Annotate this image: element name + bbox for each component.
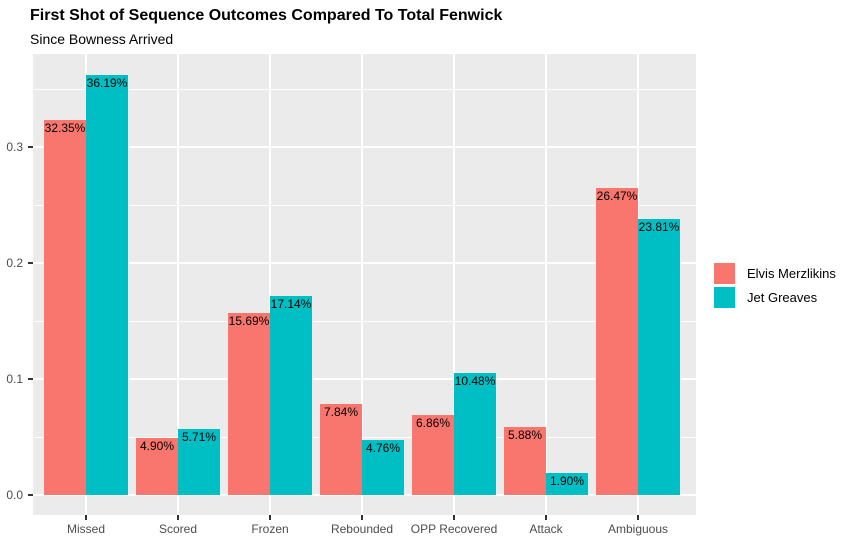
bar xyxy=(228,313,270,495)
y-axis-tick xyxy=(28,494,33,496)
bar xyxy=(504,427,546,495)
bar xyxy=(320,404,362,495)
x-axis-tick xyxy=(361,515,363,520)
bar-value-label: 6.86% xyxy=(415,416,451,430)
bar xyxy=(362,440,404,495)
x-axis-tick-label: Frozen xyxy=(251,522,289,536)
plot-panel: 32.35% 4.90% 15.69% 7.84% 6.86% 5.88% 26.47% 36… xyxy=(33,54,696,515)
legend-key-swatch xyxy=(714,287,735,308)
gridline-major-y xyxy=(33,494,696,496)
gridline-major-x xyxy=(545,54,547,515)
bar-value-label: 36.19% xyxy=(86,76,128,90)
y-axis-tick xyxy=(28,262,33,264)
bar xyxy=(596,188,638,495)
bar xyxy=(86,75,128,495)
gridline-major-y xyxy=(33,262,696,264)
x-axis-tick-label: Rebounded xyxy=(330,522,394,536)
gridline-major-x xyxy=(269,54,271,515)
bar xyxy=(44,120,86,495)
bar-value-label: 4.90% xyxy=(139,439,175,453)
x-axis-tick-label: Scored xyxy=(158,522,198,536)
legend: Elvis Merzlikins Jet Greaves xyxy=(714,263,836,311)
bar-value-label: 32.35% xyxy=(44,121,86,135)
x-axis-tick xyxy=(269,515,271,520)
gridline-minor-y xyxy=(33,205,696,206)
y-axis-tick-label: 0.1 xyxy=(6,372,23,386)
y-axis-tick-label: 0.2 xyxy=(6,256,23,270)
x-axis-tick xyxy=(177,515,179,520)
bar-value-label: 15.69% xyxy=(228,314,270,328)
x-axis-tick xyxy=(545,515,547,520)
bar xyxy=(136,438,178,495)
legend-label: Jet Greaves xyxy=(747,290,818,305)
bar xyxy=(638,219,680,495)
x-axis-tick-label: OPP Recovered xyxy=(410,522,498,536)
gridline-minor-y xyxy=(33,437,696,438)
y-axis-tick xyxy=(28,146,33,148)
bar xyxy=(412,415,454,495)
bar xyxy=(546,473,588,495)
chart-subtitle: Since Bowness Arrived xyxy=(30,31,174,47)
x-axis-tick xyxy=(453,515,455,520)
bar-value-label: 10.48% xyxy=(454,374,496,388)
bar-value-label: 1.90% xyxy=(549,474,585,488)
bar-value-label: 23.81% xyxy=(638,220,680,234)
bar-value-label: 26.47% xyxy=(596,189,638,203)
gridline-major-x xyxy=(453,54,455,515)
x-axis-tick xyxy=(85,515,87,520)
legend-key-swatch xyxy=(714,263,735,284)
gridline-minor-y xyxy=(33,89,696,90)
gridline-major-x xyxy=(177,54,179,515)
y-axis-tick-label: 0.3 xyxy=(6,140,23,154)
gridline-major-x xyxy=(361,54,363,515)
chart-title: First Shot of Sequence Outcomes Compared… xyxy=(30,7,503,24)
bar-value-label: 4.76% xyxy=(365,441,401,455)
bar-value-label: 5.88% xyxy=(507,428,543,442)
bar xyxy=(454,373,496,495)
legend-item: Jet Greaves xyxy=(714,287,836,308)
x-axis-tick xyxy=(637,515,639,520)
gridline-minor-y xyxy=(33,321,696,322)
bar-value-label: 7.84% xyxy=(323,405,359,419)
bar xyxy=(270,296,312,495)
x-axis-tick-label: Ambiguous xyxy=(607,522,669,536)
legend-item: Elvis Merzlikins xyxy=(714,263,836,284)
bar-value-label: 5.71% xyxy=(181,430,217,444)
bar xyxy=(178,429,220,495)
x-axis-tick-label: Attack xyxy=(529,522,563,536)
gridline-major-y xyxy=(33,146,696,148)
bar-value-label: 17.14% xyxy=(270,297,312,311)
y-axis-tick-label: 0.0 xyxy=(6,488,23,502)
x-axis-tick-label: Missed xyxy=(66,522,106,536)
y-axis-tick xyxy=(28,378,33,380)
legend-label: Elvis Merzlikins xyxy=(747,266,836,281)
gridline-major-y xyxy=(33,378,696,380)
